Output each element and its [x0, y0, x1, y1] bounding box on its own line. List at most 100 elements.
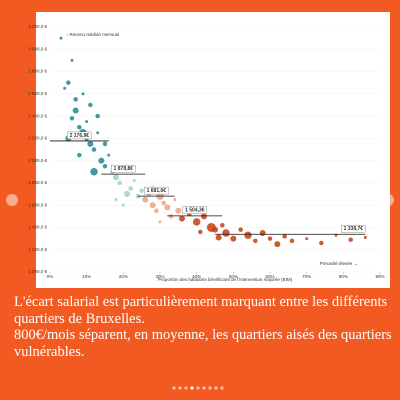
point: [173, 198, 177, 202]
dot[interactable]: [172, 386, 176, 390]
point: [72, 107, 79, 114]
point: [59, 36, 63, 40]
point: [230, 235, 237, 242]
point: [124, 191, 130, 198]
mean-label-box: [144, 186, 169, 195]
mean-label: 1 338,7€: [344, 226, 364, 232]
x-tick-label: 50%: [229, 274, 238, 279]
point: [70, 58, 74, 62]
point: [154, 208, 159, 213]
point: [132, 179, 136, 183]
y-tick-label: 2 600,0 €: [28, 91, 47, 96]
point: [96, 131, 100, 135]
point: [77, 152, 82, 158]
point: [117, 180, 122, 186]
point: [149, 202, 156, 209]
x-tick-label: 30%: [155, 274, 164, 279]
point: [282, 234, 287, 239]
mean-label-box: [67, 131, 92, 140]
y-tick-label: 2 800,0 €: [28, 69, 47, 74]
dot[interactable]: [220, 386, 224, 390]
point: [73, 97, 78, 102]
mean-label-box: [111, 164, 136, 173]
point: [215, 234, 222, 241]
y-tick-label: 2 400,0 €: [28, 113, 47, 118]
point: [90, 168, 98, 176]
y-tick-label: 3 200,0 €: [28, 24, 47, 29]
chart-card: [36, 12, 390, 288]
caption-text: 800€/mois séparent, en moyenne, les quar…: [14, 327, 392, 360]
y-tick-label: 1 800,0 €: [28, 180, 47, 185]
point: [220, 222, 225, 228]
point: [179, 215, 185, 222]
annotation: Précarité élevée →: [320, 261, 358, 266]
x-tick-label: 90%: [375, 274, 384, 279]
point: [259, 230, 266, 237]
y-tick-label: 3 000,0 €: [28, 46, 47, 51]
x-tick-label: 80%: [339, 274, 348, 279]
point: [66, 80, 71, 85]
point: [95, 113, 100, 119]
point: [348, 237, 353, 242]
x-tick-label: 60%: [265, 274, 274, 279]
point: [128, 186, 133, 191]
point: [142, 196, 149, 203]
mean-label-box: [341, 225, 366, 233]
y-tick-label: 1 000,0 €: [28, 269, 47, 274]
mean-label: 1 681,6€: [147, 188, 167, 194]
y-tick-label: 1 400,0 €: [28, 225, 47, 230]
point: [274, 241, 281, 248]
point: [164, 204, 171, 211]
dot[interactable]: [214, 386, 218, 390]
point: [222, 229, 230, 237]
point: [201, 213, 207, 220]
point: [158, 220, 162, 224]
dot[interactable]: [208, 386, 212, 390]
point: [102, 163, 108, 169]
x-tick-label: 0%: [47, 274, 54, 279]
dot[interactable]: [190, 386, 194, 390]
point: [363, 235, 367, 239]
mean-label: 1 504,3€: [185, 208, 205, 214]
point: [198, 229, 203, 235]
mean-label: 2 176,9€: [70, 133, 90, 139]
point: [107, 153, 111, 157]
point: [85, 120, 89, 124]
point: [161, 200, 166, 206]
mean-label: 1 878,8€: [114, 166, 134, 172]
point: [238, 227, 243, 232]
point: [139, 188, 144, 193]
point: [102, 141, 108, 147]
point: [244, 231, 252, 239]
x-tick-label: 70%: [302, 274, 311, 279]
point: [113, 174, 119, 181]
point: [192, 218, 201, 226]
dot[interactable]: [178, 386, 182, 390]
prev-button[interactable]: [6, 194, 18, 206]
point: [91, 147, 97, 152]
point: [81, 92, 85, 96]
next-button[interactable]: [382, 194, 394, 206]
y-axis-label: ↑ Revenu médian mensuel: [66, 32, 119, 37]
mean-label-box: [182, 206, 207, 214]
point: [289, 238, 295, 244]
point: [98, 157, 105, 164]
x-tick-label: 40%: [192, 274, 201, 279]
point: [212, 226, 218, 233]
carousel-dots: [172, 386, 224, 390]
point: [319, 240, 324, 246]
y-tick-label: 1 600,0 €: [28, 202, 47, 207]
point: [114, 198, 118, 202]
dot[interactable]: [202, 386, 206, 390]
dot[interactable]: [196, 386, 200, 390]
point: [88, 102, 93, 108]
y-tick-label: 2 200,0 €: [28, 136, 47, 141]
x-tick-label: 10%: [82, 274, 91, 279]
chart: ↑ Revenu médian mensuel Proportion des h…: [6, 12, 394, 288]
point: [267, 236, 273, 241]
point: [253, 238, 258, 244]
point: [121, 203, 125, 207]
point: [175, 207, 182, 214]
dot[interactable]: [184, 386, 188, 390]
